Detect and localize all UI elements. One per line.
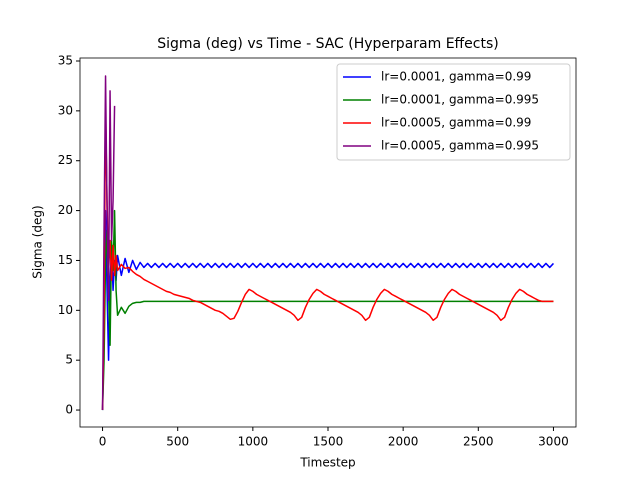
legend-label: lr=0.0005, gamma=0.99 — [381, 116, 531, 130]
y-tick-label: 30 — [58, 103, 73, 117]
legend-label: lr=0.0005, gamma=0.995 — [381, 139, 539, 153]
legend-label: lr=0.0001, gamma=0.995 — [381, 93, 539, 107]
y-tick-label: 15 — [58, 253, 73, 267]
legend-box — [336, 63, 571, 161]
x-tick-label: 2000 — [388, 435, 419, 449]
x-tick-label: 2500 — [463, 435, 494, 449]
series-line — [101, 110, 554, 411]
x-axis-label: Timestep — [299, 456, 355, 470]
series-line — [101, 75, 116, 411]
y-axis-label: Sigma (deg) — [31, 205, 45, 278]
series-line — [101, 209, 554, 411]
x-tick-label: 500 — [166, 435, 189, 449]
x-tick-label: 1000 — [238, 435, 269, 449]
y-tick-label: 5 — [65, 353, 73, 367]
y-tick-label: 20 — [58, 203, 73, 217]
series-line — [101, 209, 554, 411]
legend-label: lr=0.0001, gamma=0.99 — [381, 70, 531, 84]
x-tick-label: 1500 — [313, 435, 344, 449]
x-tick-label: 0 — [99, 435, 107, 449]
chart-title: Sigma (deg) vs Time - SAC (Hyperparam Ef… — [157, 36, 499, 52]
y-tick-label: 0 — [65, 403, 73, 417]
x-tick-label: 3000 — [538, 435, 569, 449]
y-tick-label: 10 — [58, 303, 73, 317]
y-tick-label: 25 — [58, 153, 73, 167]
y-tick-label: 35 — [58, 53, 73, 67]
axes-frame — [79, 57, 577, 428]
